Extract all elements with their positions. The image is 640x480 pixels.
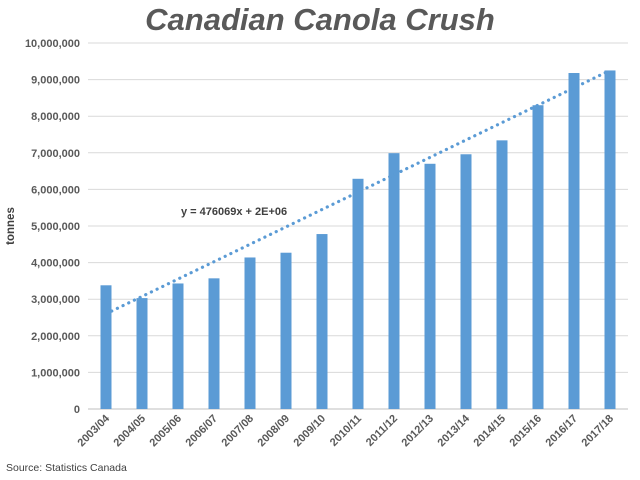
bar (280, 252, 292, 409)
x-tick-label: 2008/09 (256, 413, 293, 450)
y-tick-label: 4,000,000 (31, 258, 80, 270)
x-tick-label: 2017/18 (580, 413, 617, 450)
y-tick-label: 2,000,000 (31, 331, 80, 343)
y-axis-label: tonnes (5, 207, 17, 245)
bar (244, 257, 256, 409)
bar (208, 278, 220, 409)
y-tick-label: 6,000,000 (31, 184, 80, 196)
x-tick-labels: 2003/04 2004/05 2005/06 2006/07 2007/08 2008/… (76, 412, 617, 449)
x-tick-label: 2012/13 (400, 413, 437, 450)
x-tick-label: 2011/12 (364, 413, 400, 449)
bar (352, 178, 364, 409)
x-tick-label: 2009/10 (292, 413, 329, 450)
bar (316, 234, 328, 409)
bar (100, 285, 112, 409)
y-tick-label: 1,000,000 (31, 367, 80, 379)
y-tick-label: 0 (74, 404, 80, 416)
bar (172, 283, 184, 409)
bar (424, 163, 436, 409)
y-tick-labels: 0 1,000,000 2,000,000 3,000,000 4,000,000 5,0… (25, 38, 80, 416)
x-tick-label: 2016/17 (544, 413, 581, 450)
x-tick-label: 2013/14 (436, 412, 473, 449)
trendline-line (104, 68, 612, 316)
y-tick-label: 7,000,000 (31, 148, 80, 160)
x-tick-label: 2015/16 (508, 413, 545, 450)
x-tick-label: 2007/08 (220, 413, 257, 450)
bar (388, 153, 400, 409)
bar (460, 154, 472, 409)
x-tick-label: 2005/06 (148, 413, 185, 450)
x-tick-label: 2006/07 (184, 413, 221, 450)
x-tick-label: 2004/05 (112, 413, 149, 450)
y-tick-label: 5,000,000 (31, 221, 80, 233)
bars (100, 70, 616, 410)
y-tick-label: 9,000,000 (31, 75, 80, 87)
trendline-equation: y = 476069x + 2E+06 (181, 206, 287, 218)
bar (568, 73, 580, 410)
x-tick-label: 2014/15 (472, 413, 509, 450)
bar (496, 140, 508, 409)
source-note: Source: Statistics Canada (6, 462, 127, 474)
y-tick-label: 8,000,000 (31, 111, 80, 123)
trendline (104, 68, 612, 316)
y-tick-label: 10,000,000 (25, 38, 80, 50)
bar (604, 70, 616, 409)
x-tick-label: 2010/11 (328, 413, 364, 449)
chart-title: Canadian Canola Crush (145, 2, 495, 37)
x-tick-label: 2003/04 (76, 412, 113, 449)
bar (532, 105, 544, 409)
y-tick-label: 3,000,000 (31, 294, 80, 306)
bar (136, 298, 148, 409)
